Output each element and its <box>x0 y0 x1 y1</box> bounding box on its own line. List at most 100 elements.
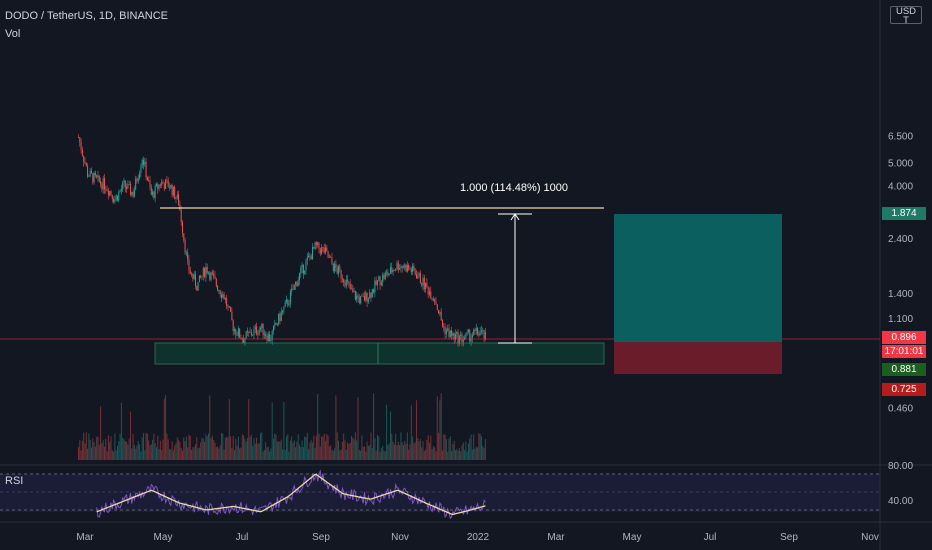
target-box[interactable] <box>614 214 782 342</box>
volume-bar <box>482 446 484 460</box>
volume-bar <box>179 442 181 460</box>
volume-bar <box>361 435 363 460</box>
volume-bar <box>314 447 316 460</box>
candle-body <box>83 155 85 162</box>
volume-bar <box>88 433 90 460</box>
candle-body <box>162 182 164 184</box>
volume-bar <box>185 436 187 460</box>
candle-body <box>460 334 462 336</box>
volume-bar <box>287 434 289 460</box>
candle-body <box>317 242 319 245</box>
volume-bar <box>448 438 450 460</box>
candle-body <box>426 282 428 287</box>
volume-bar <box>386 404 388 460</box>
candle-body <box>328 256 330 258</box>
volume-bar <box>392 441 394 460</box>
volume-bar <box>305 437 307 460</box>
candle-body <box>323 247 325 253</box>
volume-bar <box>144 450 146 460</box>
volume-bar <box>354 432 356 460</box>
time-axis[interactable]: Mar May Jul Sep Nov 2022 Mar May Jul Sep Nov <box>76 532 879 543</box>
volume-bar <box>110 436 112 460</box>
x-tick-label: Sep <box>780 532 798 543</box>
volume-bar <box>295 447 297 460</box>
currency-badge[interactable]: USD T <box>890 6 922 25</box>
volume-bar <box>326 434 328 460</box>
current-price-tag: 0.896 <box>882 331 926 344</box>
candle-body <box>235 329 237 335</box>
candle-body <box>176 194 178 198</box>
volume-bar <box>267 447 269 460</box>
candle-body <box>293 284 295 290</box>
candle-body <box>480 330 482 332</box>
candle-body <box>324 247 326 253</box>
candle-body <box>97 175 99 178</box>
candle-body <box>477 327 479 334</box>
volume-bar <box>205 434 207 460</box>
volume-bar <box>340 449 342 460</box>
candle-body <box>382 274 384 283</box>
price-tick-label: 1.100 <box>888 314 913 325</box>
volume-label[interactable]: Vol <box>5 28 21 40</box>
volume-bar <box>114 433 116 460</box>
volume-bar <box>383 450 385 460</box>
volume-bar <box>271 402 273 460</box>
candle-body <box>145 161 147 178</box>
candle-body <box>148 180 150 182</box>
volume-bar <box>410 405 412 460</box>
volume-bar <box>311 442 313 460</box>
candle-body <box>484 331 486 339</box>
candle-body <box>250 331 252 336</box>
volume-bar <box>365 451 367 460</box>
candle-body <box>115 195 117 200</box>
candle-body <box>275 323 277 325</box>
volume-bar <box>453 440 455 460</box>
candle-body <box>334 263 336 272</box>
volume-bar <box>157 435 159 460</box>
volume-bar <box>318 433 320 460</box>
candle-body <box>454 334 456 340</box>
volume-bar <box>142 433 144 460</box>
volume-bar <box>109 442 111 460</box>
volume-bar <box>113 451 115 460</box>
candle-body <box>305 260 307 271</box>
measure-label: 1.000 (114.48%) 1000 <box>460 182 568 194</box>
volume-bar <box>209 395 211 460</box>
volume-bar <box>140 451 142 460</box>
candle-body <box>340 269 342 279</box>
volume-bar <box>135 448 137 460</box>
volume-bar <box>136 445 138 460</box>
volume-bar <box>259 433 261 460</box>
candle-body <box>387 272 389 276</box>
candle-body <box>315 242 317 245</box>
candle-body <box>85 163 87 166</box>
volume-bar <box>261 432 263 460</box>
x-tick-label: 2022 <box>467 532 490 543</box>
candle-body <box>243 339 245 343</box>
stop-box[interactable] <box>614 342 782 374</box>
volume-bar <box>158 448 160 460</box>
candle-body <box>252 335 254 336</box>
volume-bar <box>214 442 216 460</box>
symbol-title[interactable]: DODO / TetherUS, 1D, BINANCE <box>5 10 169 22</box>
candles <box>77 134 486 347</box>
volume-bar <box>285 436 287 460</box>
volume-bar <box>283 402 285 460</box>
volume-bar <box>444 434 446 460</box>
volume-bar <box>87 448 89 460</box>
candle-body <box>163 183 165 190</box>
candle-body <box>469 330 471 342</box>
candle-body <box>336 268 338 274</box>
volume-bar <box>337 440 339 460</box>
volume-bar <box>256 437 258 460</box>
candle-body <box>397 262 399 270</box>
volume-bar <box>425 449 427 460</box>
support-zone[interactable] <box>154 342 605 365</box>
volume-bar <box>456 448 458 460</box>
volume-bar <box>240 447 242 460</box>
volume-bar <box>347 442 349 460</box>
volume-bar <box>428 442 430 460</box>
volume-bar <box>215 446 217 460</box>
volume-bar <box>304 436 306 460</box>
